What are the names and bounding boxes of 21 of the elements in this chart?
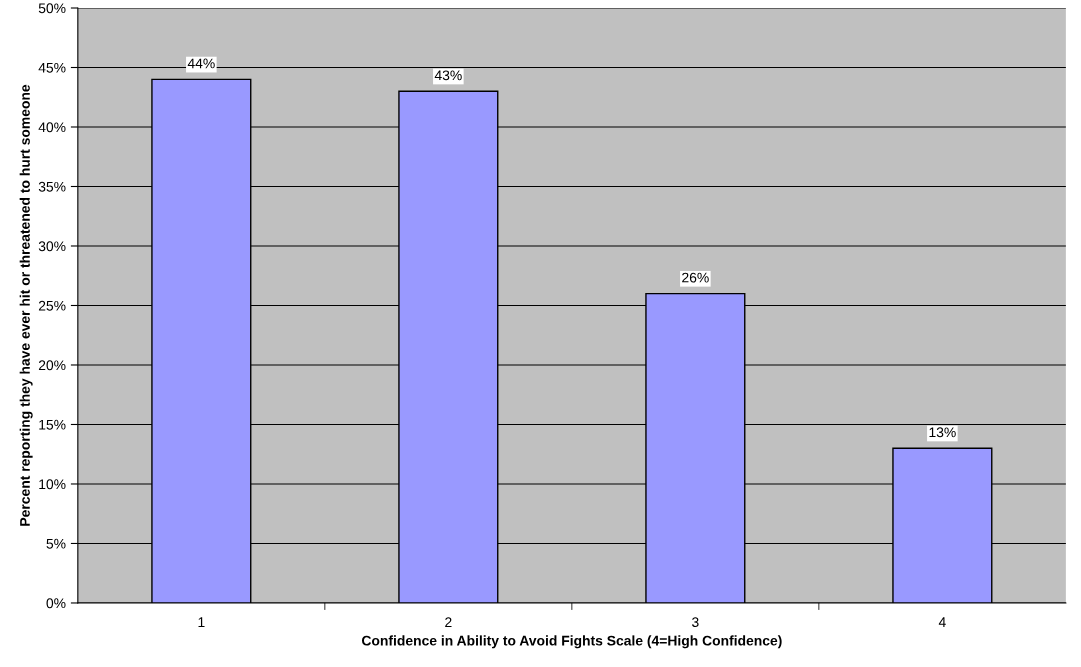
y-tick-label: 15% — [39, 419, 66, 430]
y-tick-label: 30% — [38, 241, 66, 252]
y-tick-label: 50% — [38, 3, 66, 14]
y-tick-label: 40% — [38, 122, 66, 133]
x-tick-label: 4 — [938, 617, 946, 627]
y-tick-label: 10% — [39, 479, 66, 490]
y-tick-label: 45% — [38, 62, 66, 73]
x-tick-label: 3 — [692, 617, 699, 628]
x-axis-title: Confidence in Ability to Avoid Fights Scale (4=High Confidence) — [361, 635, 782, 649]
x-tick-label: 2 — [445, 617, 452, 627]
y-axis-title: Percent reporting they have ever hit or threatened to hurt someone — [19, 84, 33, 526]
y-tick-label: 20% — [38, 360, 66, 371]
x-tick-label: 1 — [198, 617, 205, 627]
data-label: 43% — [434, 70, 462, 81]
y-tick-label: 5% — [46, 538, 66, 549]
y-tick-label: 25% — [38, 300, 66, 311]
y-tick-label: 0% — [46, 598, 66, 609]
data-label: 44% — [187, 58, 215, 69]
y-tick-label: 35% — [38, 181, 66, 192]
data-label: 13% — [929, 427, 956, 438]
data-label: 26% — [682, 272, 709, 283]
